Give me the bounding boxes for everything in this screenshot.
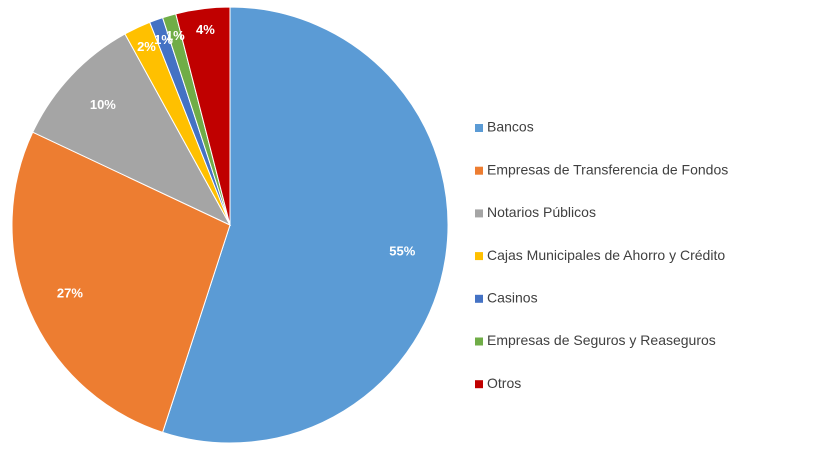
legend-label: Empresas de Transferencia de Fondos: [487, 161, 728, 177]
legend-swatch: [475, 380, 483, 389]
legend-swatch: [475, 166, 483, 175]
data-label: 27%: [57, 286, 83, 301]
legend-label: Bancos: [487, 119, 534, 135]
data-label: 4%: [196, 22, 215, 37]
legend-label: Casinos: [487, 290, 538, 306]
pie-slice: [162, 6, 449, 444]
pie-slice: [11, 131, 231, 433]
legend-swatch: [475, 337, 483, 346]
pie-slice: [175, 6, 231, 226]
legend-label: Cajas Municipales de Ahorro y Crédito: [487, 247, 725, 263]
data-label: 2%: [137, 39, 156, 54]
legend-swatch: [475, 252, 483, 261]
legend-swatch: [475, 209, 483, 218]
data-label: 10%: [90, 97, 116, 112]
legend-label: Empresas de Seguros y Reaseguros: [487, 332, 716, 348]
legend-swatch: [475, 294, 483, 303]
data-label: 1%: [166, 28, 185, 43]
legend-swatch: [475, 124, 483, 132]
data-label: 1%: [154, 32, 173, 47]
legend-label: Otros: [487, 375, 521, 391]
pie-slice: [32, 33, 232, 227]
data-label: 55%: [389, 244, 415, 259]
legend-label: Notarios Públicos: [487, 204, 596, 220]
